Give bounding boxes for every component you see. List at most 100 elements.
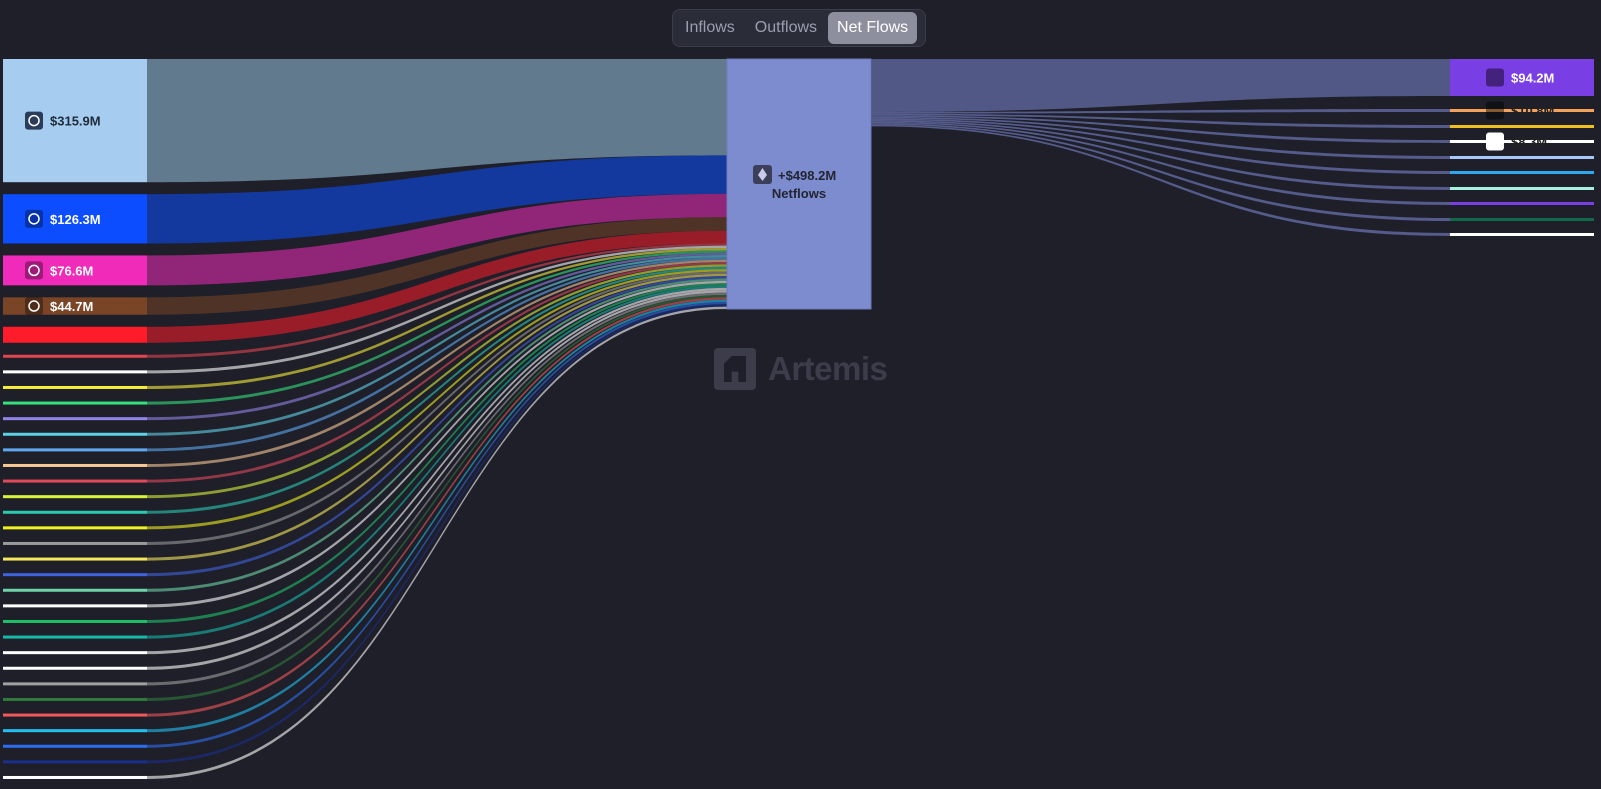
inflow-link-7 <box>147 248 727 389</box>
inflow-link-16 <box>147 269 727 530</box>
coin-icon-glyph <box>28 300 40 312</box>
source-node-13 <box>3 479 147 483</box>
inflow-link-22 <box>147 283 727 623</box>
inflow-link-11 <box>147 257 727 452</box>
source-node-16 <box>3 526 147 530</box>
target-node-9 <box>1450 233 1594 236</box>
inflow-link-4 <box>147 230 727 343</box>
inflow-link-30 <box>147 301 727 748</box>
source-node-27 <box>3 697 147 701</box>
inflow-link-9 <box>147 252 727 421</box>
target-node-3 <box>1450 140 1594 143</box>
source-node-29 <box>3 729 147 733</box>
source-node-18 <box>3 557 147 561</box>
source-node-2 <box>3 255 147 286</box>
inflow-link-23 <box>147 285 727 639</box>
target-label-3: $8.3M <box>1511 135 1547 150</box>
arbitrum-icon-glyph <box>28 114 40 127</box>
inflow-link-24 <box>147 287 727 655</box>
target-node-6 <box>1450 187 1594 190</box>
inflow-link-0 <box>147 59 727 183</box>
source-node-28 <box>3 713 147 717</box>
outflow-link-9 <box>871 124 1450 236</box>
square-icon <box>1486 132 1504 151</box>
tab-net-flows[interactable]: Net Flows <box>828 12 918 44</box>
source-node-8 <box>3 401 147 405</box>
source-node-20 <box>3 588 147 592</box>
source-node-15 <box>3 510 147 514</box>
inflow-link-19 <box>147 276 727 577</box>
target-node-7 <box>1450 202 1594 205</box>
inflow-link-21 <box>147 280 727 608</box>
target-node-5 <box>1450 171 1594 174</box>
inflow-link-1 <box>147 155 727 244</box>
outflow-link-2 <box>871 113 1450 128</box>
inflow-link-25 <box>147 290 727 670</box>
source-node-3 <box>3 297 147 315</box>
inflow-link-5 <box>147 243 727 358</box>
ethereum-glyph <box>758 168 767 181</box>
inflow-link-17 <box>147 271 727 545</box>
tab-outflows[interactable]: Outflows <box>754 19 818 36</box>
source-node-22 <box>3 619 147 623</box>
source-node-19 <box>3 573 147 577</box>
target-node-0 <box>1450 59 1594 96</box>
source-node-7 <box>3 385 147 389</box>
polygon-icon <box>1486 68 1504 87</box>
tab-inflows[interactable]: Inflows <box>685 19 735 36</box>
inflow-link-2 <box>147 193 727 286</box>
circle-icon <box>1486 101 1504 120</box>
outflow-link-4 <box>871 116 1450 159</box>
outflow-link-8 <box>871 123 1450 221</box>
outflow-link-7 <box>871 121 1450 205</box>
inflow-link-28 <box>147 297 727 717</box>
source-node-11 <box>3 448 147 452</box>
source-node-4 <box>3 326 147 343</box>
source-node-14 <box>3 495 147 499</box>
source-node-31 <box>3 760 147 764</box>
inflow-link-26 <box>147 292 727 686</box>
inflow-link-14 <box>147 264 727 499</box>
source-node-5 <box>3 354 147 358</box>
inflow-link-15 <box>147 266 727 514</box>
source-node-26 <box>3 682 147 686</box>
source-node-23 <box>3 635 147 639</box>
source-node-24 <box>3 651 147 655</box>
watermark-text: Artemis <box>768 350 888 387</box>
star-icon <box>25 261 43 280</box>
inflow-link-10 <box>147 255 727 436</box>
source-node-21 <box>3 604 147 608</box>
target-node-2 <box>1450 125 1594 128</box>
base-icon <box>25 209 43 228</box>
source-node-1 <box>3 194 147 244</box>
inflow-link-3 <box>147 217 727 315</box>
outflow-link-6 <box>871 120 1450 190</box>
inflow-link-13 <box>147 262 727 483</box>
arbitrum-icon <box>25 111 43 130</box>
inflow-link-29 <box>147 299 727 733</box>
outflow-link-3 <box>871 115 1450 143</box>
inflow-link-18 <box>147 273 727 561</box>
center-node <box>726 58 872 310</box>
source-node-10 <box>3 432 147 436</box>
source-node-9 <box>3 417 147 421</box>
source-label-2: $76.6M <box>50 263 93 278</box>
inflow-link-27 <box>147 294 727 701</box>
outflow-link-5 <box>871 118 1450 174</box>
artemis-logo-icon <box>714 348 756 390</box>
base-icon-glyph <box>28 213 40 225</box>
source-label-1: $126.3M <box>50 212 101 227</box>
source-node-12 <box>3 463 147 467</box>
source-node-6 <box>3 370 147 374</box>
inflow-link-6 <box>147 245 727 374</box>
source-node-17 <box>3 541 147 545</box>
center-value: +$498.2M <box>778 168 836 183</box>
watermark: Artemis <box>714 348 888 390</box>
flow-tabs: Inflows Outflows Net Flows <box>672 9 926 47</box>
target-node-4 <box>1450 156 1594 159</box>
inflow-link-31 <box>147 304 727 764</box>
target-label-1: $10.8M <box>1511 104 1554 119</box>
target-node-8 <box>1450 218 1594 221</box>
source-node-25 <box>3 666 147 670</box>
